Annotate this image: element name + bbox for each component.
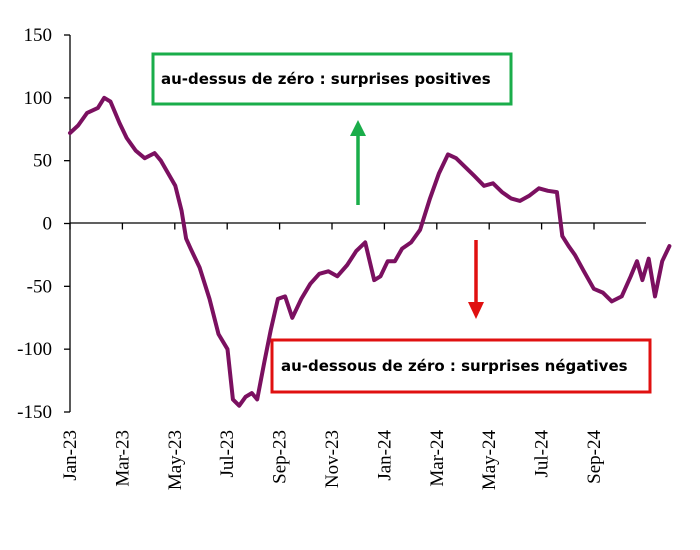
x-tick-label: Jul-23: [217, 430, 238, 478]
negative-annotation-text: au-dessous de zéro : surprises négatives: [281, 357, 628, 375]
x-tick-label: Jan-24: [374, 430, 395, 481]
x-tick-label: May-23: [165, 430, 186, 490]
y-tick-label: 50: [33, 151, 52, 172]
x-tick-label: May-24: [479, 430, 500, 491]
positive-annotation: au-dessus de zéro : surprises positives: [151, 52, 513, 205]
y-axis: 150 100 50 0 -50 -100 -150: [17, 25, 71, 423]
y-tick-label: -50: [27, 276, 52, 297]
negative-annotation: au-dessous de zéro : surprises négatives: [270, 240, 652, 394]
x-tick-label: Sep-23: [270, 430, 291, 484]
x-tick-label: Jan-23: [60, 430, 81, 481]
y-tick-label: 0: [43, 214, 53, 235]
x-tick-label: Mar-24: [427, 430, 448, 487]
negative-annotation-box: [270, 338, 652, 394]
positive-annotation-text: au-dessus de zéro : surprises positives: [161, 70, 491, 88]
series-line: [68, 95, 672, 408]
up-arrow-icon: [350, 120, 366, 136]
x-tick-label: Sep-24: [584, 430, 605, 484]
y-tick-label: -100: [17, 339, 52, 360]
positive-annotation-box: [151, 52, 513, 106]
y-tick-label: -150: [17, 402, 52, 423]
x-axis: Jan-23 Mar-23 May-23 Jul-23 Sep-23 Nov-23 Jan-…: [60, 222, 646, 491]
y-tick-label: 100: [24, 88, 53, 109]
y-tick-label: 150: [24, 25, 53, 46]
x-tick-label: Mar-23: [112, 430, 133, 487]
x-tick-label: Jul-24: [532, 430, 553, 478]
down-arrow-icon: [468, 302, 484, 319]
x-tick-label: Nov-23: [322, 430, 343, 488]
